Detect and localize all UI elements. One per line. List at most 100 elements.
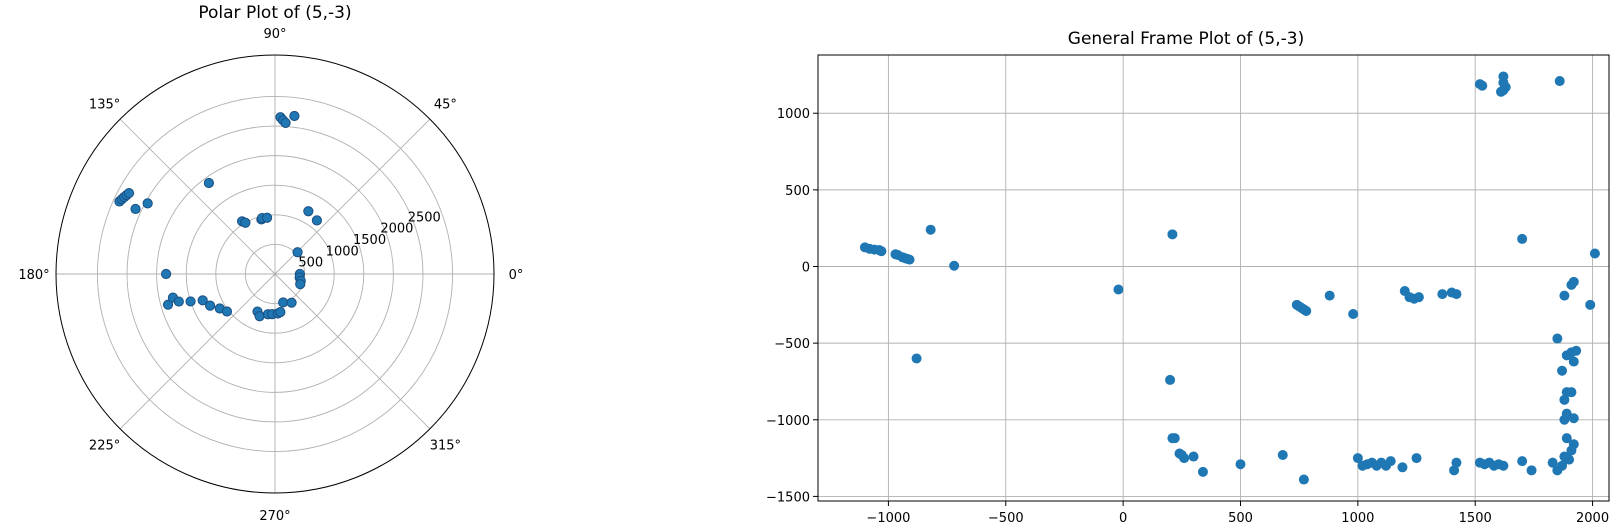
- polar-point: [311, 215, 323, 226]
- cartesian-point: [904, 254, 915, 265]
- polar-point: [173, 296, 184, 307]
- cartesian-point: [1277, 450, 1288, 461]
- cartesian-point: [1437, 289, 1448, 300]
- cartesian-point: [1298, 474, 1309, 485]
- x-tick-label: 2000: [1576, 511, 1609, 526]
- polar-point: [123, 187, 135, 199]
- polar-grid-spoke: [274, 273, 431, 430]
- polar-outer-border: [55, 54, 495, 494]
- cartesian-chart: General Frame Plot of (5,-3) −1000 −500 0 5…: [766, 29, 1610, 526]
- polar-grid: [55, 54, 495, 494]
- polar-chart: Polar Plot of (5,-3) 0° 45° 90° 135° 180° 225…: [18, 3, 523, 524]
- cartesian-point: [1554, 76, 1565, 87]
- polar-point: [275, 306, 286, 318]
- cartesian-point: [911, 353, 922, 364]
- cartesian-point: [1559, 394, 1570, 405]
- y-tick-label: −1000: [766, 414, 810, 429]
- cartesian-point: [1561, 408, 1572, 419]
- polar-point: [204, 300, 216, 311]
- cartesian-point: [925, 224, 936, 235]
- cartesian-point: [1564, 454, 1575, 465]
- cartesian-point: [1324, 290, 1335, 301]
- cartesian-data-points: [859, 71, 1600, 485]
- cartesian-point: [1449, 465, 1460, 476]
- cartesian-point: [1169, 433, 1180, 444]
- polar-radial-label: 500: [298, 256, 323, 271]
- cartesian-point: [1547, 457, 1558, 468]
- polar-point: [278, 297, 289, 308]
- cartesian-point: [1451, 289, 1462, 300]
- y-tick-label: −1500: [766, 490, 810, 505]
- cartesian-point: [1561, 433, 1572, 444]
- cartesian-point: [1411, 453, 1422, 464]
- cartesian-plot-frame: [817, 54, 1610, 502]
- cartesian-point: [876, 246, 887, 257]
- cartesian-point: [1585, 299, 1596, 310]
- polar-point: [221, 306, 233, 317]
- cartesian-point: [1557, 365, 1568, 376]
- y-tick-label: 1000: [777, 107, 810, 122]
- cartesian-point: [1517, 233, 1528, 244]
- polar-point: [162, 299, 174, 310]
- polar-point: [295, 279, 306, 290]
- cartesian-point: [1568, 356, 1579, 367]
- cartesian-point: [1167, 229, 1178, 240]
- cartesian-chart-title: General Frame Plot of (5,-3): [1068, 29, 1304, 49]
- polar-radial-label: 1500: [353, 233, 386, 248]
- cartesian-point: [1568, 439, 1579, 450]
- cartesian-point: [1197, 466, 1208, 477]
- cartesian-point: [1451, 457, 1462, 468]
- cartesian-point: [1559, 290, 1570, 301]
- polar-point: [303, 206, 314, 217]
- polar-angle-label: 270°: [259, 509, 290, 524]
- polar-point: [261, 212, 273, 223]
- y-tick-label: 0: [802, 261, 810, 276]
- cartesian-point: [1179, 453, 1190, 464]
- cartesian-point: [1589, 248, 1600, 259]
- polar-radial-label: 2500: [408, 210, 441, 225]
- cartesian-point: [1496, 86, 1507, 97]
- polar-angle-label: 90°: [263, 27, 286, 42]
- polar-angle-label: 180°: [18, 268, 49, 283]
- polar-point: [292, 247, 303, 258]
- cartesian-point: [1568, 413, 1579, 424]
- polar-grid-spoke: [119, 273, 276, 430]
- y-tick-label: 500: [785, 184, 810, 199]
- cartesian-point: [1566, 387, 1577, 398]
- y-tick-label: −500: [774, 337, 810, 352]
- polar-point: [160, 268, 172, 280]
- polar-point: [289, 110, 300, 122]
- polar-point: [142, 198, 153, 209]
- polar-angle-label: 225°: [89, 438, 120, 453]
- cartesian-point: [1397, 462, 1408, 473]
- polar-grid-spoke: [274, 118, 431, 275]
- polar-radial-label: 2000: [380, 222, 413, 237]
- cartesian-point: [1517, 456, 1528, 467]
- cartesian-point: [1385, 456, 1396, 467]
- polar-angle-label: 315°: [430, 438, 461, 453]
- x-tick-label: 500: [1228, 511, 1253, 526]
- cartesian-point: [1301, 305, 1312, 316]
- polar-chart-title: Polar Plot of (5,-3): [198, 3, 351, 23]
- polar-point: [286, 297, 297, 308]
- cartesian-point: [1235, 459, 1246, 470]
- cartesian-point: [1352, 453, 1363, 464]
- x-tick-label: −1000: [866, 511, 910, 526]
- polar-radial-label: 1000: [326, 244, 359, 259]
- x-tick-label: 1000: [1341, 511, 1374, 526]
- polar-data-points: [114, 110, 323, 322]
- polar-angle-label: 0°: [509, 268, 524, 283]
- polar-point: [203, 177, 214, 189]
- cartesian-point: [1413, 292, 1424, 303]
- polar-point: [240, 217, 251, 228]
- polar-point: [185, 296, 196, 307]
- cartesian-point: [1165, 374, 1176, 385]
- cartesian-point: [1498, 460, 1509, 471]
- polar-point: [254, 311, 265, 322]
- cartesian-tick-labels: −1000 −500 0 500 1000 1500 2000 −1500 −1000 −500 0…: [766, 107, 1609, 526]
- cartesian-point: [1348, 309, 1359, 320]
- cartesian-point: [1477, 80, 1488, 91]
- x-tick-label: 0: [1119, 511, 1127, 526]
- x-tick-label: 1500: [1459, 511, 1492, 526]
